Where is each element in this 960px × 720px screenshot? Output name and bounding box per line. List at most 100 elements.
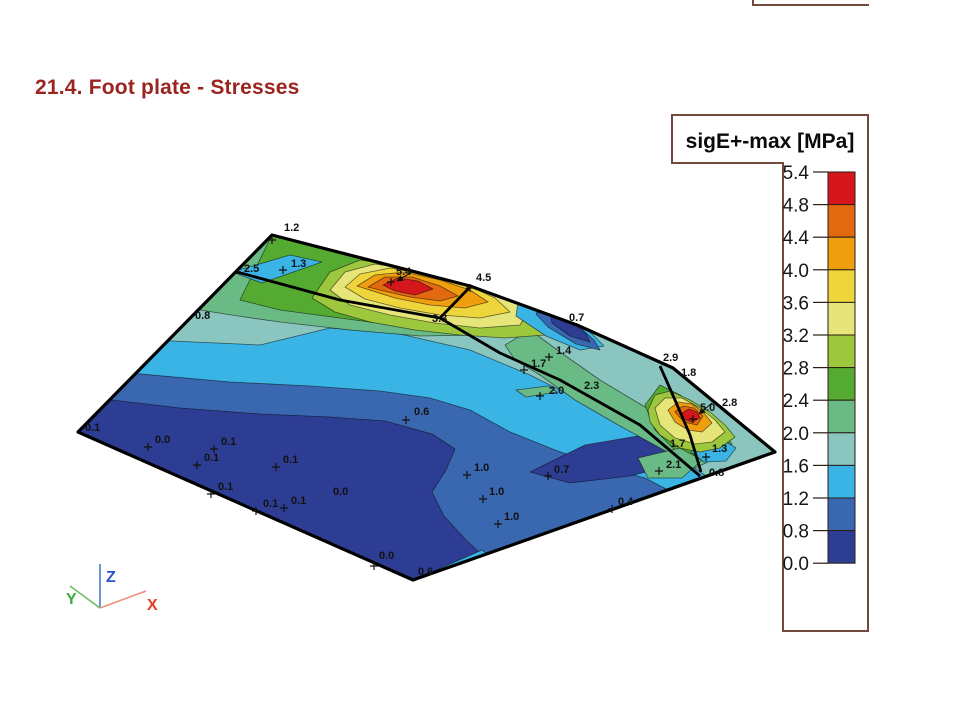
legend-value-label: 4.0 xyxy=(783,261,809,282)
node-value-label: 1.0 xyxy=(474,462,489,474)
node-value-label: 1.8 xyxy=(681,367,696,379)
node-value-label: 0.1 xyxy=(283,454,298,466)
node-value-label: 0.6 xyxy=(418,566,433,578)
node-value-label: 0.1 xyxy=(85,422,100,434)
node-marker xyxy=(252,507,260,515)
legend-value-label: 0.0 xyxy=(783,554,809,575)
node-marker xyxy=(387,278,395,286)
node-value-label: 2.1 xyxy=(666,459,681,471)
legend-value-label: 2.0 xyxy=(783,424,809,445)
node-marker xyxy=(702,453,710,461)
legend-value-label: 3.6 xyxy=(783,293,809,314)
legend-title: sigE+-max [MPa] xyxy=(686,130,855,153)
legend-color-cell xyxy=(827,432,856,466)
legend-value-label: 0.8 xyxy=(783,522,809,543)
legend-color-cell xyxy=(827,171,856,206)
node-value-label: 2.5 xyxy=(244,263,259,275)
node-marker xyxy=(544,472,552,480)
node-marker xyxy=(207,490,215,498)
node-marker xyxy=(545,353,553,361)
node-marker xyxy=(193,461,201,469)
node-value-label: 2.8 xyxy=(722,397,737,409)
node-value-label: 0.0 xyxy=(333,486,348,498)
legend-color-cell xyxy=(827,236,856,271)
node-marker xyxy=(608,505,616,513)
node-value-label: 0.7 xyxy=(554,464,569,476)
node-marker xyxy=(280,504,288,512)
node-marker xyxy=(279,266,287,274)
node-value-label: 2.0 xyxy=(549,385,564,397)
node-value-label: 0.8 xyxy=(195,310,210,322)
legend-color-cell xyxy=(827,464,856,499)
macro-edge-line xyxy=(438,286,472,319)
legend-color-cell xyxy=(827,399,856,434)
legend-color-cell xyxy=(827,530,856,564)
node-marker xyxy=(536,392,544,400)
z-axis-label: Z xyxy=(106,569,116,586)
node-marker xyxy=(268,236,276,244)
legend-value-label: 2.4 xyxy=(783,391,810,412)
node-marker xyxy=(370,562,378,570)
node-value-label: 1.0 xyxy=(489,486,504,498)
node-value-label: 0.1 xyxy=(263,498,278,510)
x-axis-line xyxy=(99,590,147,609)
node-value-label: 0.1 xyxy=(291,495,306,507)
node-marker xyxy=(210,445,218,453)
plate-outline xyxy=(76,233,777,582)
node-value-label: 4.5 xyxy=(476,272,491,284)
node-marker xyxy=(272,463,280,471)
legend-color-cell xyxy=(827,334,856,369)
macro-edge-line xyxy=(658,365,703,473)
axes-triad: Z Y X xyxy=(66,564,158,614)
legend-value-label: 2.8 xyxy=(783,359,809,380)
leader-arrow xyxy=(396,271,413,282)
legend-color-bar xyxy=(827,171,856,564)
legend-color-cell xyxy=(827,269,856,303)
node-value-label: 1.3 xyxy=(712,443,727,455)
node-value-label: 5.4 xyxy=(396,266,412,278)
contour-fill-regions xyxy=(78,235,775,580)
node-value-label: 1.4 xyxy=(556,345,572,357)
node-value-annotations: 1.2 2.5 1.3 5.4 4.5 3.3 0.8 0.7 1.4 1.7 2.91.8 2.0 2… xyxy=(85,222,737,578)
node-value-label: 0.1 xyxy=(218,481,233,493)
node-value-label: 1.0 xyxy=(504,511,519,523)
node-value-label: 0.1 xyxy=(204,452,219,464)
node-value-label: 1.3 xyxy=(291,258,306,270)
legend-color-cell xyxy=(827,497,856,532)
node-value-label: 3.3 xyxy=(432,313,447,325)
node-marker xyxy=(689,415,697,423)
node-value-label: 0.4 xyxy=(618,496,634,508)
leader-arrow xyxy=(698,402,713,415)
node-marker xyxy=(144,443,152,451)
page-title: 21.4. Foot plate - Stresses xyxy=(35,76,300,99)
y-axis-line xyxy=(69,585,101,609)
macro-element-edges xyxy=(236,270,703,478)
legend-value-label: 1.6 xyxy=(783,456,809,477)
cropped-box-edge xyxy=(752,0,869,6)
node-value-label: 0.0 xyxy=(155,434,170,446)
node-value-label: 0.6 xyxy=(414,406,429,418)
node-marker xyxy=(463,471,471,479)
node-value-label: 1.7 xyxy=(531,358,546,370)
node-value-label: 0.8 xyxy=(709,467,724,479)
node-marker xyxy=(402,416,410,424)
legend-frame xyxy=(671,114,869,632)
contour-band-2 xyxy=(515,385,558,398)
node-value-label: 0.7 xyxy=(569,312,584,324)
x-axis-label: X xyxy=(147,597,158,614)
color-scale-legend: sigE+-max [MPa] 5.4 4.8 4.4 4.0 3.6 3.2 2.8 2.4… xyxy=(671,114,869,632)
legend-value-label: 1.2 xyxy=(783,489,809,510)
node-value-label: 2.3 xyxy=(584,380,599,392)
node-marker xyxy=(479,495,487,503)
legend-value-label: 3.2 xyxy=(783,326,809,347)
node-marker xyxy=(520,366,528,374)
node-value-label: 1.7 xyxy=(670,438,685,450)
node-value-label: 0.0 xyxy=(379,550,394,562)
node-value-label: 1.2 xyxy=(284,222,299,234)
macro-edge-line xyxy=(236,270,701,478)
node-marker xyxy=(494,520,502,528)
legend-value-label: 5.4 xyxy=(783,163,810,184)
legend-color-cell xyxy=(827,301,856,336)
node-value-label: 2.9 xyxy=(663,352,678,364)
